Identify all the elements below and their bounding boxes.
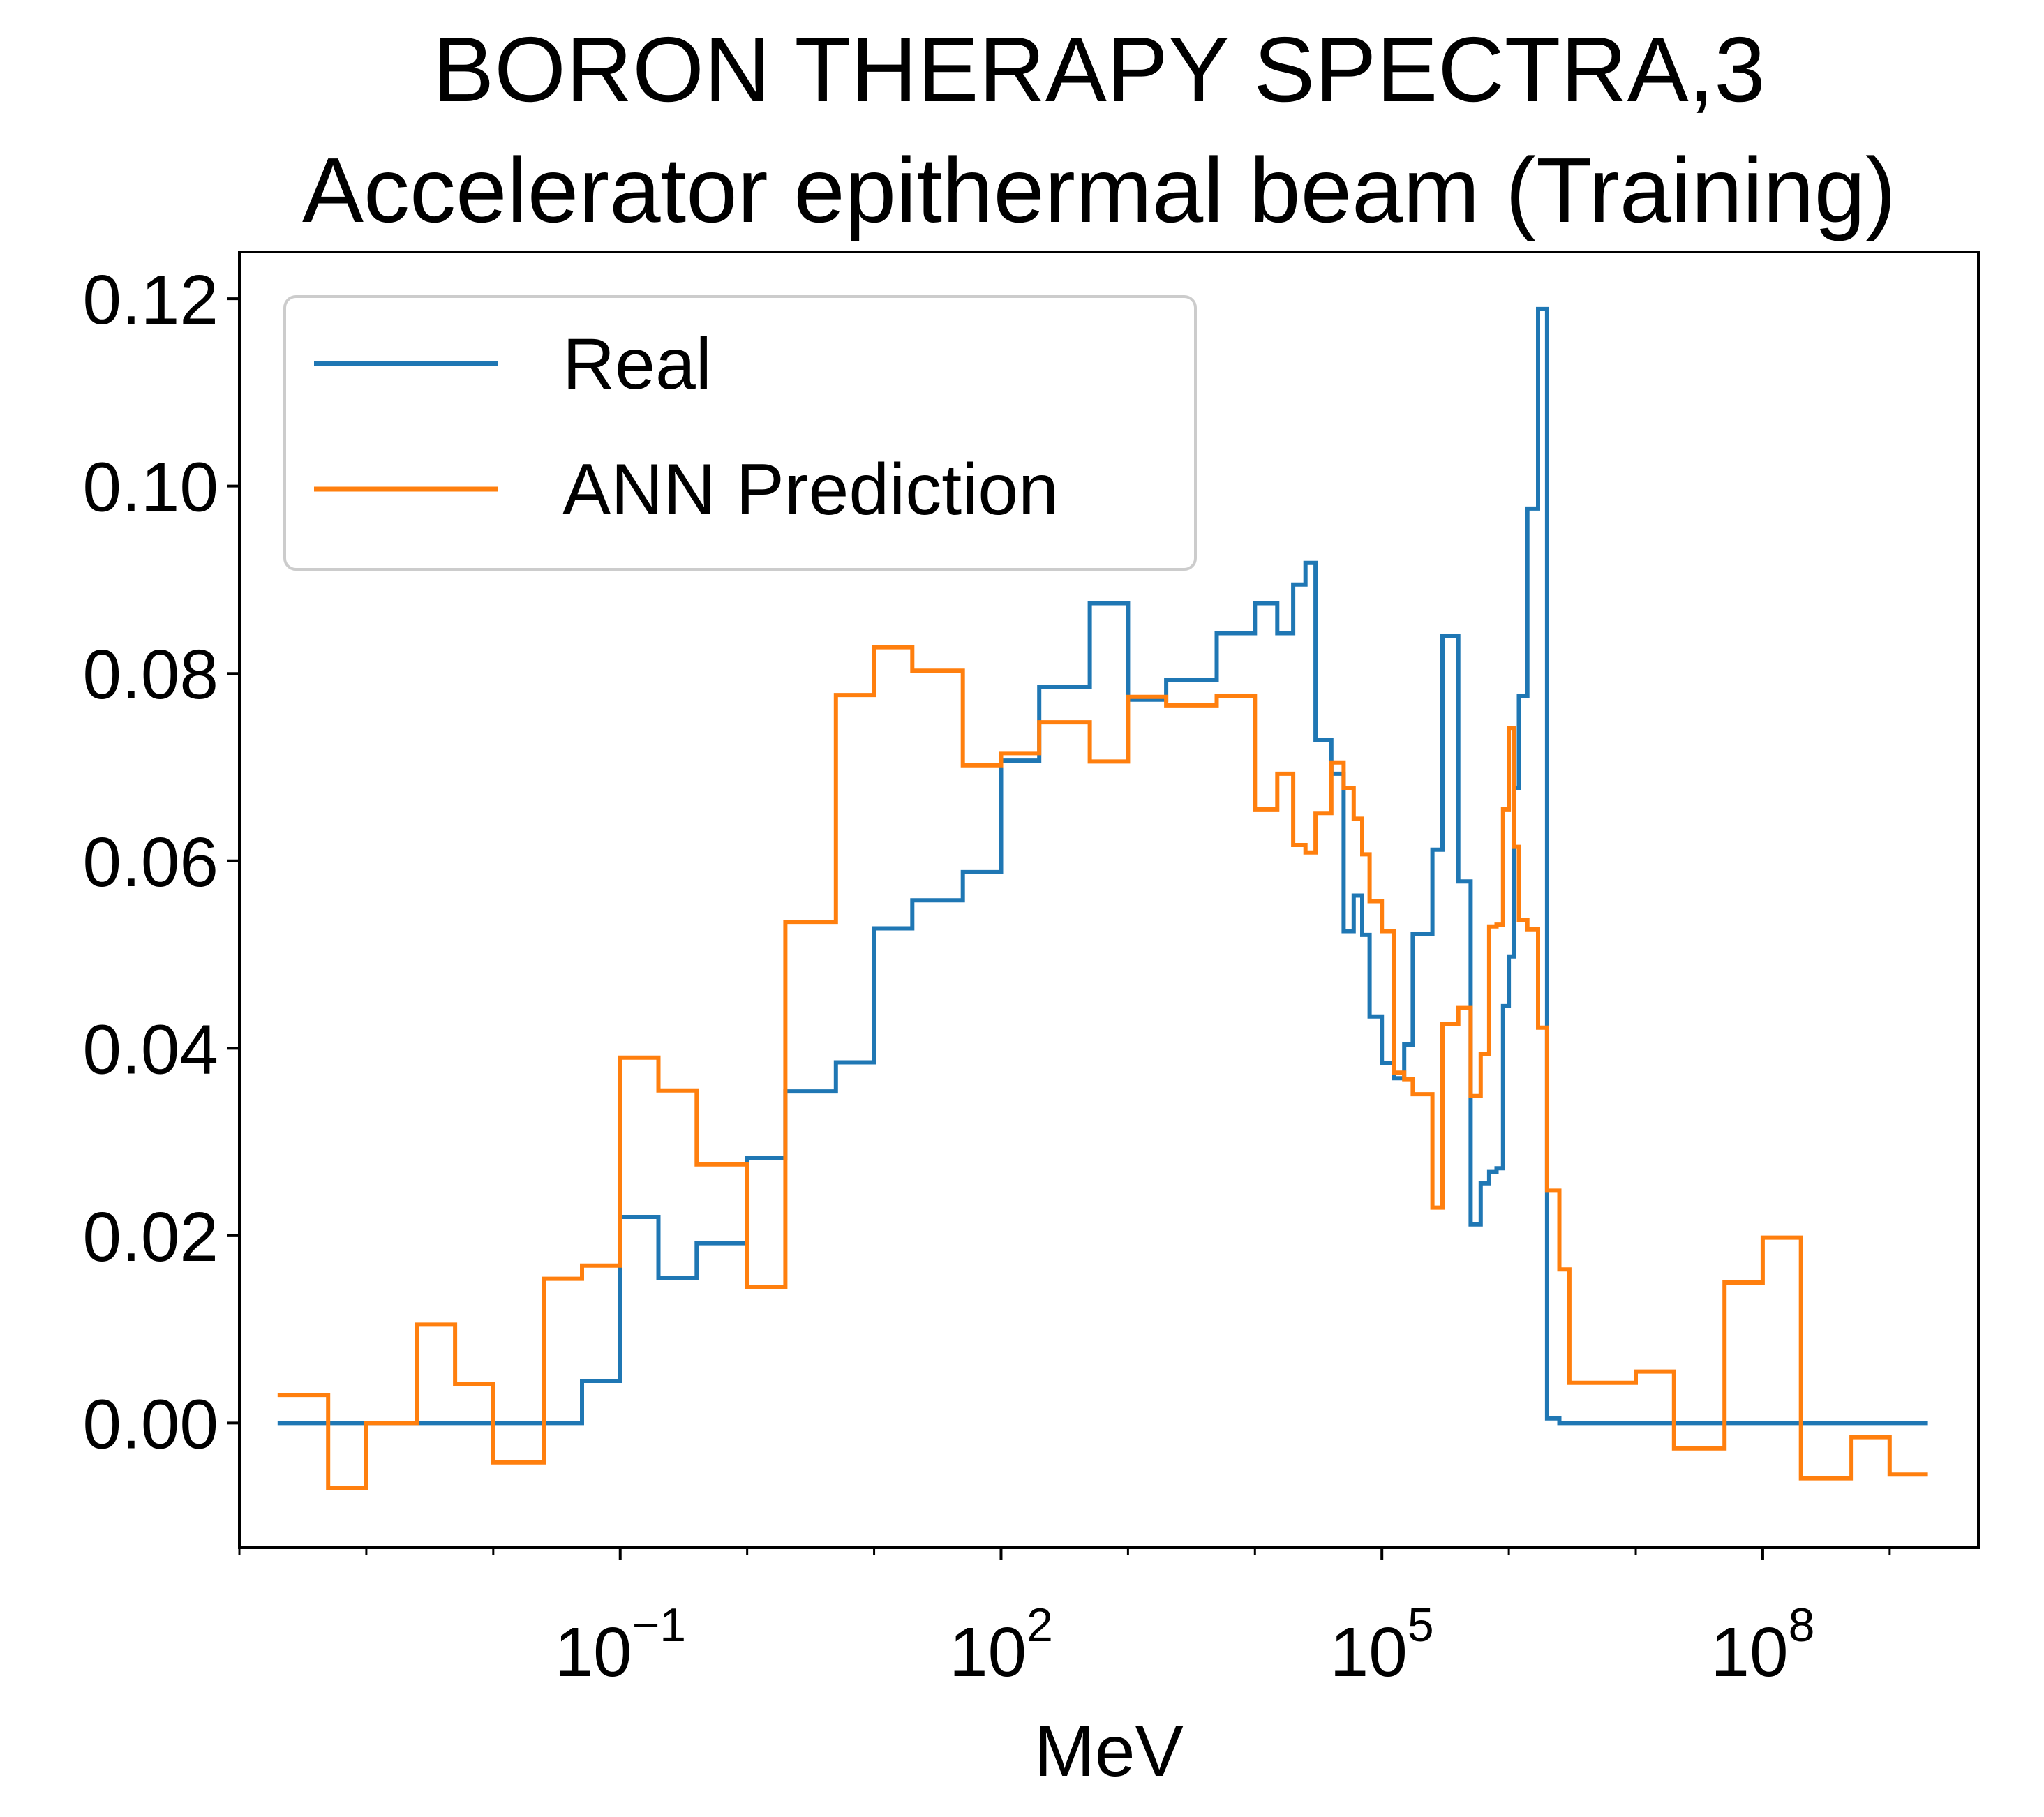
legend-box bbox=[283, 295, 1197, 571]
chart-title-line-2: Accelerator epithermal beam (Training) bbox=[302, 139, 1896, 241]
y-tick-label: 0.06 bbox=[82, 823, 218, 902]
chart-title-line-1: BORON THERAPY SPECTRA,3 bbox=[433, 18, 1766, 121]
legend-label-ann-prediction: ANN Prediction bbox=[562, 449, 1059, 530]
x-axis-label: MeV bbox=[1034, 1711, 1184, 1792]
series-line-ann-prediction bbox=[277, 645, 1928, 1490]
legend: Real ANN Prediction bbox=[283, 295, 1197, 571]
y-tick-label: 0.10 bbox=[82, 449, 218, 527]
plot-frame bbox=[238, 251, 1980, 1549]
y-tick-label: 0.00 bbox=[82, 1385, 218, 1463]
legend-label-real: Real bbox=[562, 324, 712, 405]
y-tick-label: 0.04 bbox=[82, 1010, 218, 1089]
y-tick-label: 0.02 bbox=[82, 1198, 218, 1276]
y-tick-label: 0.12 bbox=[82, 261, 218, 339]
y-tick-label: 0.08 bbox=[82, 636, 218, 714]
series-layer bbox=[277, 306, 1928, 1490]
